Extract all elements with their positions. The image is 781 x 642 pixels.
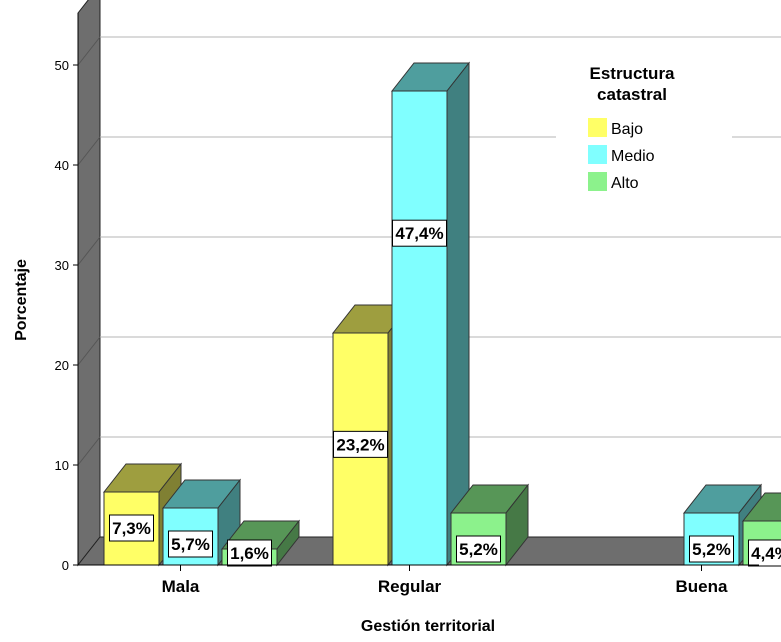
data-label-text: 1,6% [230,544,269,563]
data-label-box [392,219,447,247]
legend-label: Bajo [611,121,643,138]
data-label-text: 5,2% [459,540,498,559]
data-label-text: 7,3% [112,519,151,538]
x-tick-label: Mala [162,577,200,596]
x-tick-label: Buena [676,577,729,596]
legend-title-line2: catastral [597,85,667,104]
data-label-box [456,535,501,563]
legend-label: Medio [611,148,655,165]
gridline-side [77,336,101,366]
x-tick-label: Regular [378,577,442,596]
legend-item-bajo: Bajo [588,118,643,138]
data-label-box [168,530,213,558]
data-label-buena-alto: 4,4% [748,539,781,567]
gridline-side [77,236,101,266]
x-axis-title: Gestión territorial [361,618,495,635]
legend-label: Alto [611,175,639,192]
bar-regular-medio [390,61,471,567]
gridline-side [77,136,101,166]
legend-swatch [588,172,607,191]
bar-side [446,61,470,567]
data-label-text: 5,2% [692,540,731,559]
data-label-regular-bajo: 23,2% [333,430,388,458]
gridline-side [77,436,101,466]
bars [102,61,781,567]
data-label-mala-bajo: 7,3% [109,514,154,542]
data-label-regular-alto: 5,2% [456,535,501,563]
legend-item-alto: Alto [588,172,639,192]
bar-front [391,90,448,566]
left-wall [77,0,101,567]
data-label-text: 5,7% [171,535,210,554]
data-label-buena-medio: 5,2% [689,535,734,563]
data-label-text: 47,4% [395,224,443,243]
legend-swatch [588,118,607,137]
data-label-box [748,539,781,567]
bar-side [276,519,300,567]
y-tick-label: 50 [55,58,69,73]
y-tick-label: 10 [55,458,69,473]
data-label-box [689,535,734,563]
y-axis-title: Porcentaje [13,259,30,341]
y-tick-label: 30 [55,258,69,273]
data-label-box [333,430,388,458]
data-label-box [109,514,154,542]
legend-background [556,55,732,205]
data-label-mala-alto: 1,6% [227,539,272,567]
data-label-regular-medio: 47,4% [392,219,447,247]
y-tick-label: 40 [55,158,69,173]
bar-top [741,492,781,522]
data-label-text: 23,2% [336,435,384,454]
legend-swatch [588,145,607,164]
legend: Estructura catastral Bajo Medio Alto [556,55,732,205]
legend-item-medio: Medio [588,145,655,165]
data-label-mala-medio: 5,7% [168,530,213,558]
gridline-side [77,36,101,66]
data-label-text: 4,4% [751,544,781,563]
legend-title: Estructura [589,64,675,83]
y-tick-label: 0 [62,558,69,573]
y-tick-label: 20 [55,358,69,373]
data-label-box [227,539,272,567]
bar-side [505,483,529,567]
data-labels: 7,3% 5,7% 1,6% 23,2% 47,4% 5,2% 5,2% 4,4% [109,219,781,567]
axes: 0 10 20 30 40 50 Mala Regular Buena Gestión terri… [13,13,759,635]
